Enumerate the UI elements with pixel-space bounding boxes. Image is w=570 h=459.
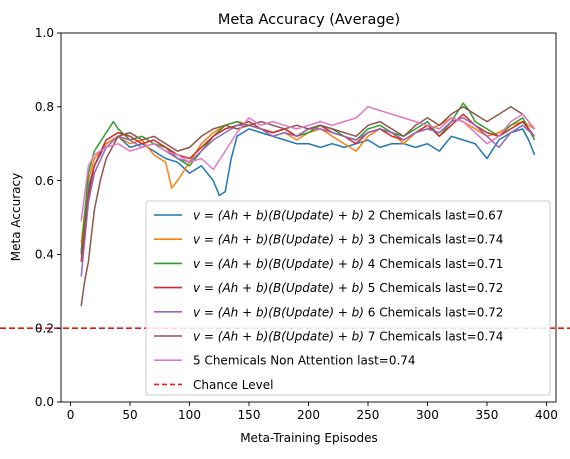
- y-tick-label: 0.4: [35, 248, 54, 262]
- y-tick-label: 0.8: [35, 100, 54, 114]
- y-axis-label: Meta Accuracy: [9, 173, 23, 261]
- x-tick-label: 0: [67, 408, 75, 422]
- legend-label: v = (Ah + b)(B(Update) + b) 5 Chemicals …: [193, 281, 503, 295]
- x-tick-label: 300: [416, 408, 439, 422]
- x-tick-label: 400: [535, 408, 558, 422]
- legend-suffix: 2 Chemicals last=0.67: [368, 209, 504, 223]
- legend-formula: v = (Ah + b)(B(Update) + b): [193, 233, 368, 247]
- legend-label: 5 Chemicals Non Attention last=0.74: [193, 354, 416, 368]
- x-tick-label: 150: [238, 408, 261, 422]
- legend-suffix: 5 Chemicals Non Attention last=0.74: [193, 354, 416, 368]
- legend-suffix: 6 Chemicals last=0.72: [368, 305, 504, 319]
- legend-suffix: 4 Chemicals last=0.71: [368, 257, 504, 271]
- legend: v = (Ah + b)(B(Update) + b) 2 Chemicals …: [146, 201, 550, 395]
- y-tick-label: 0.0: [35, 395, 54, 409]
- legend-suffix: 7 Chemicals last=0.74: [368, 330, 504, 344]
- legend-label: v = (Ah + b)(B(Update) + b) 3 Chemicals …: [193, 233, 503, 247]
- legend-label: v = (Ah + b)(B(Update) + b) 4 Chemicals …: [193, 257, 503, 271]
- x-tick-label: 250: [357, 408, 380, 422]
- y-tick-label: 1.0: [35, 26, 54, 40]
- x-tick-label: 350: [476, 408, 499, 422]
- legend-label: Chance Level: [193, 378, 273, 392]
- x-axis-label: Meta-Training Episodes: [240, 431, 378, 445]
- legend-suffix: 5 Chemicals last=0.72: [368, 281, 504, 295]
- legend-formula: v = (Ah + b)(B(Update) + b): [193, 257, 368, 271]
- x-tick-label: 100: [178, 408, 201, 422]
- x-tick-label: 50: [122, 408, 137, 422]
- y-tick-label: 0.2: [35, 321, 54, 335]
- legend-formula: v = (Ah + b)(B(Update) + b): [193, 330, 368, 344]
- chart-title: Meta Accuracy (Average): [218, 12, 400, 28]
- legend-label: v = (Ah + b)(B(Update) + b) 7 Chemicals …: [193, 330, 503, 344]
- legend-label: v = (Ah + b)(B(Update) + b) 2 Chemicals …: [193, 209, 503, 223]
- x-tick-label: 200: [297, 408, 320, 422]
- legend-formula: v = (Ah + b)(B(Update) + b): [193, 305, 368, 319]
- legend-formula: v = (Ah + b)(B(Update) + b): [193, 209, 368, 223]
- legend-formula: v = (Ah + b)(B(Update) + b): [193, 281, 368, 295]
- legend-suffix: 3 Chemicals last=0.74: [368, 233, 504, 247]
- y-tick-label: 0.6: [35, 174, 54, 188]
- legend-label: v = (Ah + b)(B(Update) + b) 6 Chemicals …: [193, 305, 503, 319]
- legend-suffix: Chance Level: [193, 378, 273, 392]
